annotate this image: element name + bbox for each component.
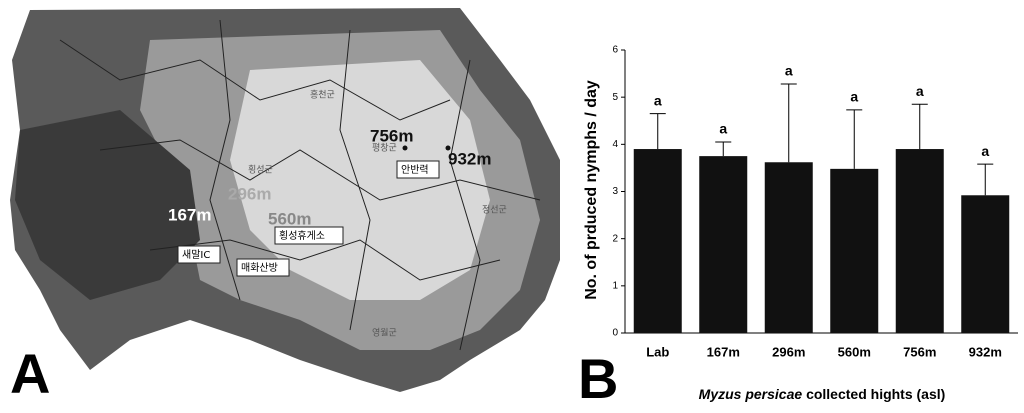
bar xyxy=(699,156,747,333)
significance-label: a xyxy=(850,89,858,105)
place-label: 새말IC xyxy=(182,249,210,261)
y-tick-label: 3 xyxy=(612,186,618,197)
panel-label: B xyxy=(578,347,618,408)
site-dot xyxy=(446,146,451,151)
y-tick-label: 6 xyxy=(612,45,618,56)
elevation-label: 560m xyxy=(268,209,311,228)
region-label: 정선군 xyxy=(482,205,507,216)
place-label: 안반력 xyxy=(401,164,429,176)
y-tick-label: 4 xyxy=(612,139,618,150)
x-tick-label: 296m xyxy=(772,344,805,359)
significance-label: a xyxy=(654,92,662,108)
x-tick-label: Lab xyxy=(646,344,669,359)
chart: B No. of prduced nymphs / day Myzus pers… xyxy=(578,45,1018,408)
x-axis-title-text: collected hights (asl) xyxy=(806,386,945,402)
site-dot xyxy=(403,146,408,151)
y-tick-label: 5 xyxy=(612,92,618,103)
map: 홍천군 횡성군 평창군 정선군 영월군 167m 296m 560m 756m … xyxy=(10,8,560,405)
x-tick-label: 756m xyxy=(903,344,936,359)
panel-label: A xyxy=(10,342,50,405)
bar xyxy=(961,195,1009,333)
bar xyxy=(765,162,813,333)
x-tick-label: 560m xyxy=(838,344,871,359)
y-axis-title: No. of prduced nymphs / day xyxy=(583,80,600,300)
significance-label: a xyxy=(916,83,924,99)
significance-label: a xyxy=(981,143,989,159)
place-label: 매화산방 xyxy=(241,262,278,274)
x-axis-title: Myzus persicae collected hights (asl) xyxy=(699,386,946,402)
x-tick-label: 167m xyxy=(707,344,740,359)
x-tick-label: 932m xyxy=(969,344,1002,359)
significance-label: a xyxy=(719,121,727,137)
x-axis-title-species: Myzus persicae xyxy=(699,386,803,402)
region-label: 홍천군 xyxy=(310,89,335,101)
bar xyxy=(830,169,878,333)
bar xyxy=(896,149,944,333)
elevation-label: 932m xyxy=(448,149,491,168)
significance-label: a xyxy=(785,63,793,79)
bar xyxy=(634,149,682,333)
elevation-label: 296m xyxy=(228,184,271,203)
region-label: 횡성군 xyxy=(248,164,273,176)
elevation-label: 756m xyxy=(370,126,413,145)
y-tick-label: 1 xyxy=(612,280,618,291)
figure: 홍천군 횡성군 평창군 정선군 영월군 167m 296m 560m 756m … xyxy=(0,0,1024,408)
y-tick-label: 2 xyxy=(612,233,618,244)
y-tick-label: 0 xyxy=(612,328,618,339)
elevation-label: 167m xyxy=(168,205,211,224)
region-label: 영월군 xyxy=(372,327,397,339)
place-label: 횡성휴게소 xyxy=(279,230,325,242)
